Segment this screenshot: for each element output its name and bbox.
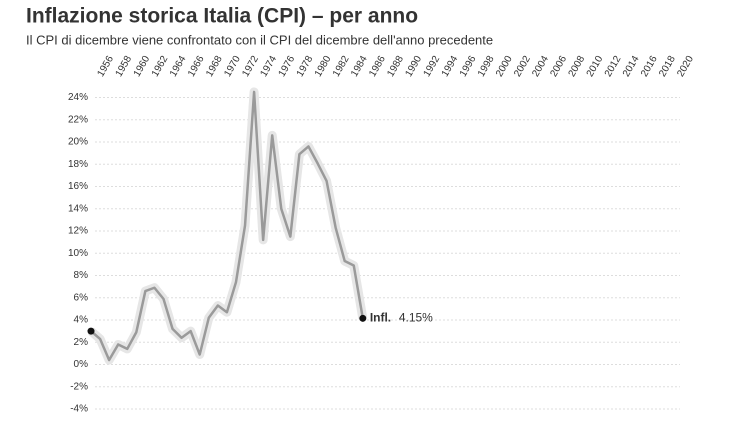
- line: [90, 90, 365, 362]
- x-tick-label: 2008: [567, 54, 588, 79]
- point: [87, 327, 95, 335]
- x-tick-label: 1980: [313, 54, 334, 79]
- x-tick-label: 1988: [385, 54, 406, 79]
- x-tick-label: 1986: [367, 54, 388, 79]
- y-tick-label: 16%: [68, 181, 88, 192]
- point: [359, 314, 367, 322]
- x-tick-label: 1976: [277, 54, 298, 79]
- x-tick-label: 2020: [675, 54, 696, 79]
- x-tick-label: 2010: [585, 54, 606, 79]
- y-tick-label: 4%: [74, 315, 89, 326]
- data-label: 4.15%: [399, 311, 433, 325]
- x-tick-label: 2004: [530, 54, 551, 79]
- x-tick-label: 1966: [186, 54, 207, 79]
- x-tick-label: 1978: [295, 54, 316, 79]
- x-tick-label: 2014: [621, 54, 642, 79]
- x-tick-label: 1990: [403, 54, 424, 79]
- chart-title: Inflazione storica Italia (CPI) – per an…: [26, 5, 418, 28]
- x-tick-label: 2016: [639, 54, 660, 79]
- x-tick-label: 1962: [150, 54, 171, 79]
- x-tick-label: 2002: [512, 54, 533, 79]
- y-tick-label: -2%: [70, 381, 88, 392]
- y-tick-label: 14%: [68, 203, 88, 214]
- x-tick-label: 1974: [259, 54, 280, 79]
- y-tick-label: 22%: [68, 114, 88, 125]
- x-tick-label: 1996: [458, 54, 479, 79]
- x-tick-label: 1960: [132, 54, 153, 79]
- y-tick-label: 12%: [68, 226, 88, 237]
- chart-subtitle: Il CPI di dicembre viene confrontato con…: [26, 32, 493, 47]
- y-tick-label: 2%: [74, 337, 89, 348]
- y-tick-label: 0%: [74, 359, 89, 370]
- y-tick-label: 24%: [68, 92, 88, 103]
- x-tick-label: 1968: [204, 54, 225, 79]
- x-tick-label: 2006: [548, 54, 569, 79]
- y-tick-label: 8%: [74, 270, 89, 281]
- x-tick-label: 1992: [422, 54, 443, 79]
- y-tick-label: -4%: [70, 404, 88, 415]
- y-tick-label: 20%: [68, 137, 88, 148]
- x-tick-label: 1972: [240, 54, 261, 79]
- x-tick-label: 1982: [331, 54, 352, 79]
- x-tick-label: 1958: [114, 54, 135, 79]
- y-tick-label: 18%: [68, 159, 88, 170]
- x-tick-label: 1970: [222, 54, 243, 79]
- x-tick-label: 1964: [168, 54, 189, 79]
- x-tick-label: 1984: [349, 54, 370, 79]
- legend-label: Infl.: [370, 311, 391, 325]
- x-tick-label: 1956: [95, 54, 116, 79]
- x-tick-label: 1998: [476, 54, 497, 79]
- x-tick-label: 2012: [603, 54, 624, 79]
- y-tick-label: 10%: [68, 248, 88, 259]
- x-tick-label: 2018: [657, 54, 678, 79]
- y-tick-label: 6%: [74, 292, 89, 303]
- x-tick-label: 1994: [440, 54, 461, 79]
- x-tick-label: 2000: [494, 54, 515, 79]
